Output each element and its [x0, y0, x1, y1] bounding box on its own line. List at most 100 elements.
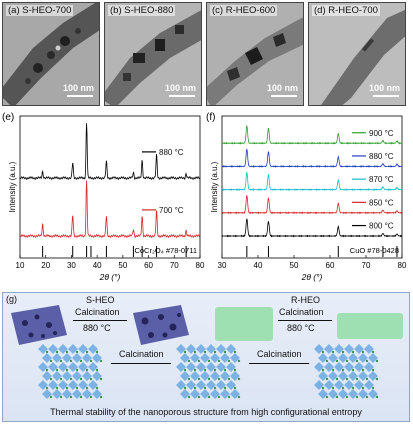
lattice-atom: [193, 386, 197, 390]
porous-block-left: [11, 305, 67, 345]
plot-frame: [221, 115, 403, 259]
plot-frame: [19, 115, 201, 259]
reference-label: CuO #78-0428: [350, 246, 399, 255]
lattice-atom: [69, 377, 73, 381]
lattice-atom: [331, 350, 335, 354]
scale-bar-d: [373, 95, 399, 97]
lattice-atom: [99, 395, 103, 399]
lattice-atom: [361, 386, 365, 390]
lattice-atom: [85, 350, 89, 354]
lattice-atom: [371, 350, 375, 354]
scale-text-c: 100 nm: [266, 83, 298, 93]
x-tick-label: 30: [218, 261, 227, 270]
lattice-atom: [335, 377, 339, 381]
x-tick-label: 80: [398, 261, 407, 270]
lattice-atom: [59, 395, 63, 399]
lattice-atom: [341, 386, 345, 390]
tem-panel-a: (a) S-HEO-700 100 nm: [2, 2, 100, 106]
lattice-atom: [351, 350, 355, 354]
lattice-atom: [49, 395, 53, 399]
reference-label: CoCr₂O₄ #78-0711: [134, 246, 197, 255]
lattice-atom: [49, 359, 53, 363]
lattice-atom: [213, 350, 217, 354]
lattice-atom: [197, 359, 201, 363]
lattice-atom: [203, 368, 207, 372]
tem-label-d: (d) R-HEO-700: [312, 5, 380, 16]
lattice-atom: [223, 350, 227, 354]
lattice-atom: [187, 377, 191, 381]
legend-label: 900 °C: [369, 129, 394, 138]
lattice-atom: [45, 368, 49, 372]
lattice-atom: [217, 377, 221, 381]
lattice-atom: [375, 377, 379, 381]
lattice-arrow-2: [249, 363, 309, 364]
lattice-atom: [95, 368, 99, 372]
lattice-atom: [331, 368, 335, 372]
lattice-atom: [55, 368, 59, 372]
x-tick-label: 40: [93, 261, 102, 270]
scale-text-b: 100 nm: [164, 83, 196, 93]
x-tick-label: 50: [118, 261, 127, 270]
tem-image-a: [3, 3, 99, 105]
lattice-atom: [237, 377, 241, 381]
lattice-atom: [237, 395, 241, 399]
xrd-pattern-line: [221, 171, 403, 191]
lattice-arrow-label-2: Calcination: [257, 349, 302, 359]
lattice-atom: [203, 350, 207, 354]
lattice-atom: [233, 350, 237, 354]
legend-label: 800 °C: [369, 222, 394, 231]
tem-label-a: (a) S-HEO-700: [6, 5, 74, 16]
lattice-atom: [197, 377, 201, 381]
x-tick-label: 70: [362, 261, 371, 270]
lattice-atom: [237, 359, 241, 363]
x-tick-label: 60: [326, 261, 335, 270]
lattice-atom: [79, 395, 83, 399]
lattice-atom: [217, 359, 221, 363]
scale-text-d: 100 nm: [368, 83, 400, 93]
lattice-atom: [213, 368, 217, 372]
x-tick-label: 20: [41, 261, 50, 270]
lattice-atom: [207, 395, 211, 399]
lattice-atom: [227, 395, 231, 399]
lattice-atom: [233, 368, 237, 372]
lattice-atom: [223, 386, 227, 390]
lattice-structure-1: [38, 344, 103, 399]
tem-panel-b: (b) S-HEO-880 100 nm: [104, 2, 202, 106]
lattice-atom: [187, 359, 191, 363]
lattice-atom: [355, 377, 359, 381]
lattice-atom: [355, 395, 359, 399]
xrd-pattern-line: [19, 123, 201, 181]
lattice-atom: [345, 359, 349, 363]
xrd-pattern-line: [221, 195, 403, 215]
lattice-atom: [193, 350, 197, 354]
panel-g-letter: (g): [6, 294, 17, 304]
lattice-atom: [75, 386, 79, 390]
lattice-atom: [193, 368, 197, 372]
rheo-title: R-HEO: [291, 295, 320, 305]
rheo-temp: 880 °C: [287, 323, 315, 333]
porous-block-right: [133, 305, 189, 345]
lattice-atom: [371, 368, 375, 372]
rheo-block-left: [215, 307, 273, 341]
lattice-atom: [325, 395, 329, 399]
lattice-atom: [233, 386, 237, 390]
lattice-atom: [99, 359, 103, 363]
lattice-atom: [375, 395, 379, 399]
x-axis-label: 2θ (°): [99, 272, 121, 282]
x-tick-label: 30: [67, 261, 76, 270]
tem-image-b: [105, 3, 201, 105]
lattice-atom: [321, 386, 325, 390]
lattice-atom: [65, 368, 69, 372]
rheo-step: Calcination: [279, 307, 324, 317]
lattice-atom: [345, 377, 349, 381]
x-tick-label: 50: [290, 261, 299, 270]
lattice-arrow-label-1: Calcination: [119, 349, 164, 359]
lattice-atom: [65, 386, 69, 390]
legend-label: 880 °C: [369, 152, 394, 161]
legend-label: 850 °C: [369, 198, 394, 207]
sheo-arrow: [73, 320, 127, 321]
lattice-atom: [345, 395, 349, 399]
scale-bar-b: [169, 95, 195, 97]
lattice-atom: [365, 359, 369, 363]
tem-label-c: (c) R-HEO-600: [210, 5, 278, 16]
